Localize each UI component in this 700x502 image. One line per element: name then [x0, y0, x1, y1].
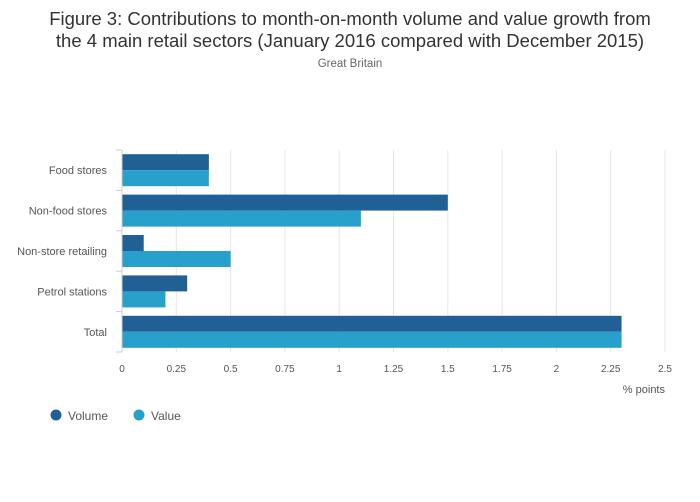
legend-marker-value[interactable]	[133, 409, 145, 421]
bar-volume-non-food-stores[interactable]	[122, 194, 448, 211]
x-tick-label: 1.25	[384, 364, 404, 375]
x-tick-label: 2	[554, 364, 560, 375]
bar-value-petrol-stations[interactable]	[122, 291, 166, 308]
x-tick-label: 2.25	[601, 364, 621, 375]
bar-volume-total[interactable]	[122, 315, 622, 332]
x-tick-label: 0	[119, 364, 125, 375]
bar-volume-food-stores[interactable]	[122, 154, 209, 171]
chart-title-line-1: Figure 3: Contributions to month-on-mont…	[49, 8, 651, 29]
category-label: Food stores	[49, 165, 108, 177]
bars	[122, 154, 622, 348]
category-label: Petrol stations	[37, 286, 107, 298]
bar-value-non-store-retailing[interactable]	[122, 251, 231, 267]
chart-subtitle: Great Britain	[317, 58, 383, 70]
x-tick-label: 0.25	[167, 364, 187, 375]
legend-label-value[interactable]: Value	[151, 409, 181, 423]
bar-volume-petrol-stations[interactable]	[122, 275, 188, 292]
chart-title: Figure 3: Contributions to month-on-mont…	[0, 8, 700, 52]
bar-value-total[interactable]	[122, 331, 622, 348]
bar-volume-non-store-retailing[interactable]	[122, 235, 144, 251]
x-tick-label: 1	[336, 364, 342, 375]
x-tick-label: 0.75	[275, 364, 295, 375]
category-label: Non-store retailing	[17, 246, 107, 258]
x-tick-label: 0.5	[224, 364, 238, 375]
legend-marker-volume[interactable]	[50, 409, 62, 421]
bar-value-food-stores[interactable]	[122, 170, 209, 187]
x-axis-title: % points	[623, 384, 666, 396]
x-tick-label: 1.75	[492, 364, 512, 375]
legend: Volume Value	[50, 409, 181, 423]
chart-title-line-2: the 4 main retail sectors (January 2016 …	[55, 30, 645, 51]
category-label: Non-food stores	[29, 206, 108, 218]
legend-label-volume[interactable]: Volume	[68, 409, 108, 423]
bar-value-non-food-stores[interactable]	[122, 210, 361, 227]
x-tick-label: 1.5	[441, 364, 455, 375]
category-label: Total	[84, 327, 107, 339]
axes: 0 0.25 0.5 0.75 1 1.25 1.5 1.75 2 2.25 2.5 Food sto…	[17, 149, 672, 396]
x-tick-label: 2.5	[658, 364, 672, 375]
